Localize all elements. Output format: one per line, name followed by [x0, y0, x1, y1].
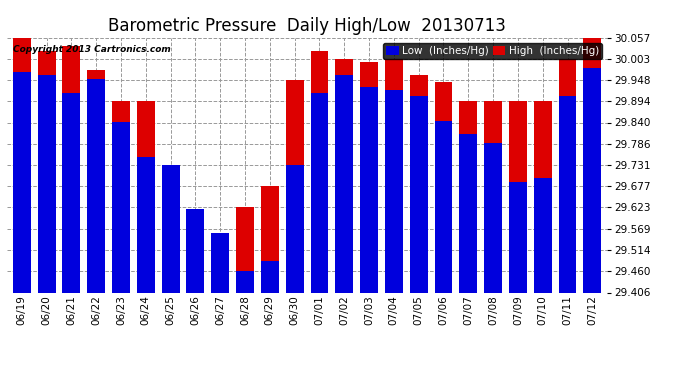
Bar [186, 218, 204, 292]
Bar [385, 90, 403, 292]
Bar [161, 186, 179, 292]
Bar [286, 80, 304, 292]
Bar [211, 233, 229, 292]
Bar [559, 58, 576, 292]
Bar [38, 51, 55, 292]
Bar [360, 87, 378, 292]
Bar [137, 101, 155, 292]
Bar [38, 75, 55, 292]
Bar [310, 93, 328, 292]
Bar [460, 101, 477, 292]
Bar [87, 70, 105, 292]
Bar [484, 101, 502, 292]
Bar [484, 143, 502, 292]
Bar [335, 75, 353, 292]
Bar [583, 38, 601, 292]
Bar [112, 122, 130, 292]
Bar [63, 93, 80, 292]
Bar [63, 46, 80, 292]
Bar [310, 51, 328, 292]
Title: Barometric Pressure  Daily High/Low  20130713: Barometric Pressure Daily High/Low 20130… [108, 16, 506, 34]
Text: Copyright 2013 Cartronics.com: Copyright 2013 Cartronics.com [13, 45, 170, 54]
Bar [534, 101, 551, 292]
Bar [137, 157, 155, 292]
Bar [161, 165, 179, 292]
Bar [261, 261, 279, 292]
Bar [87, 80, 105, 292]
Bar [559, 96, 576, 292]
Bar [186, 209, 204, 292]
Bar [435, 82, 453, 292]
Bar [261, 186, 279, 292]
Bar [13, 72, 31, 292]
Bar [534, 178, 551, 292]
Bar [211, 271, 229, 292]
Legend: Low  (Inches/Hg), High  (Inches/Hg): Low (Inches/Hg), High (Inches/Hg) [384, 43, 602, 59]
Bar [286, 165, 304, 292]
Bar [236, 271, 254, 292]
Bar [335, 58, 353, 292]
Bar [360, 62, 378, 292]
Bar [236, 207, 254, 292]
Bar [509, 182, 527, 292]
Bar [509, 101, 527, 292]
Bar [410, 96, 428, 292]
Bar [385, 58, 403, 292]
Bar [460, 134, 477, 292]
Bar [583, 69, 601, 292]
Bar [435, 121, 453, 292]
Bar [112, 101, 130, 292]
Bar [410, 75, 428, 292]
Bar [13, 38, 31, 292]
